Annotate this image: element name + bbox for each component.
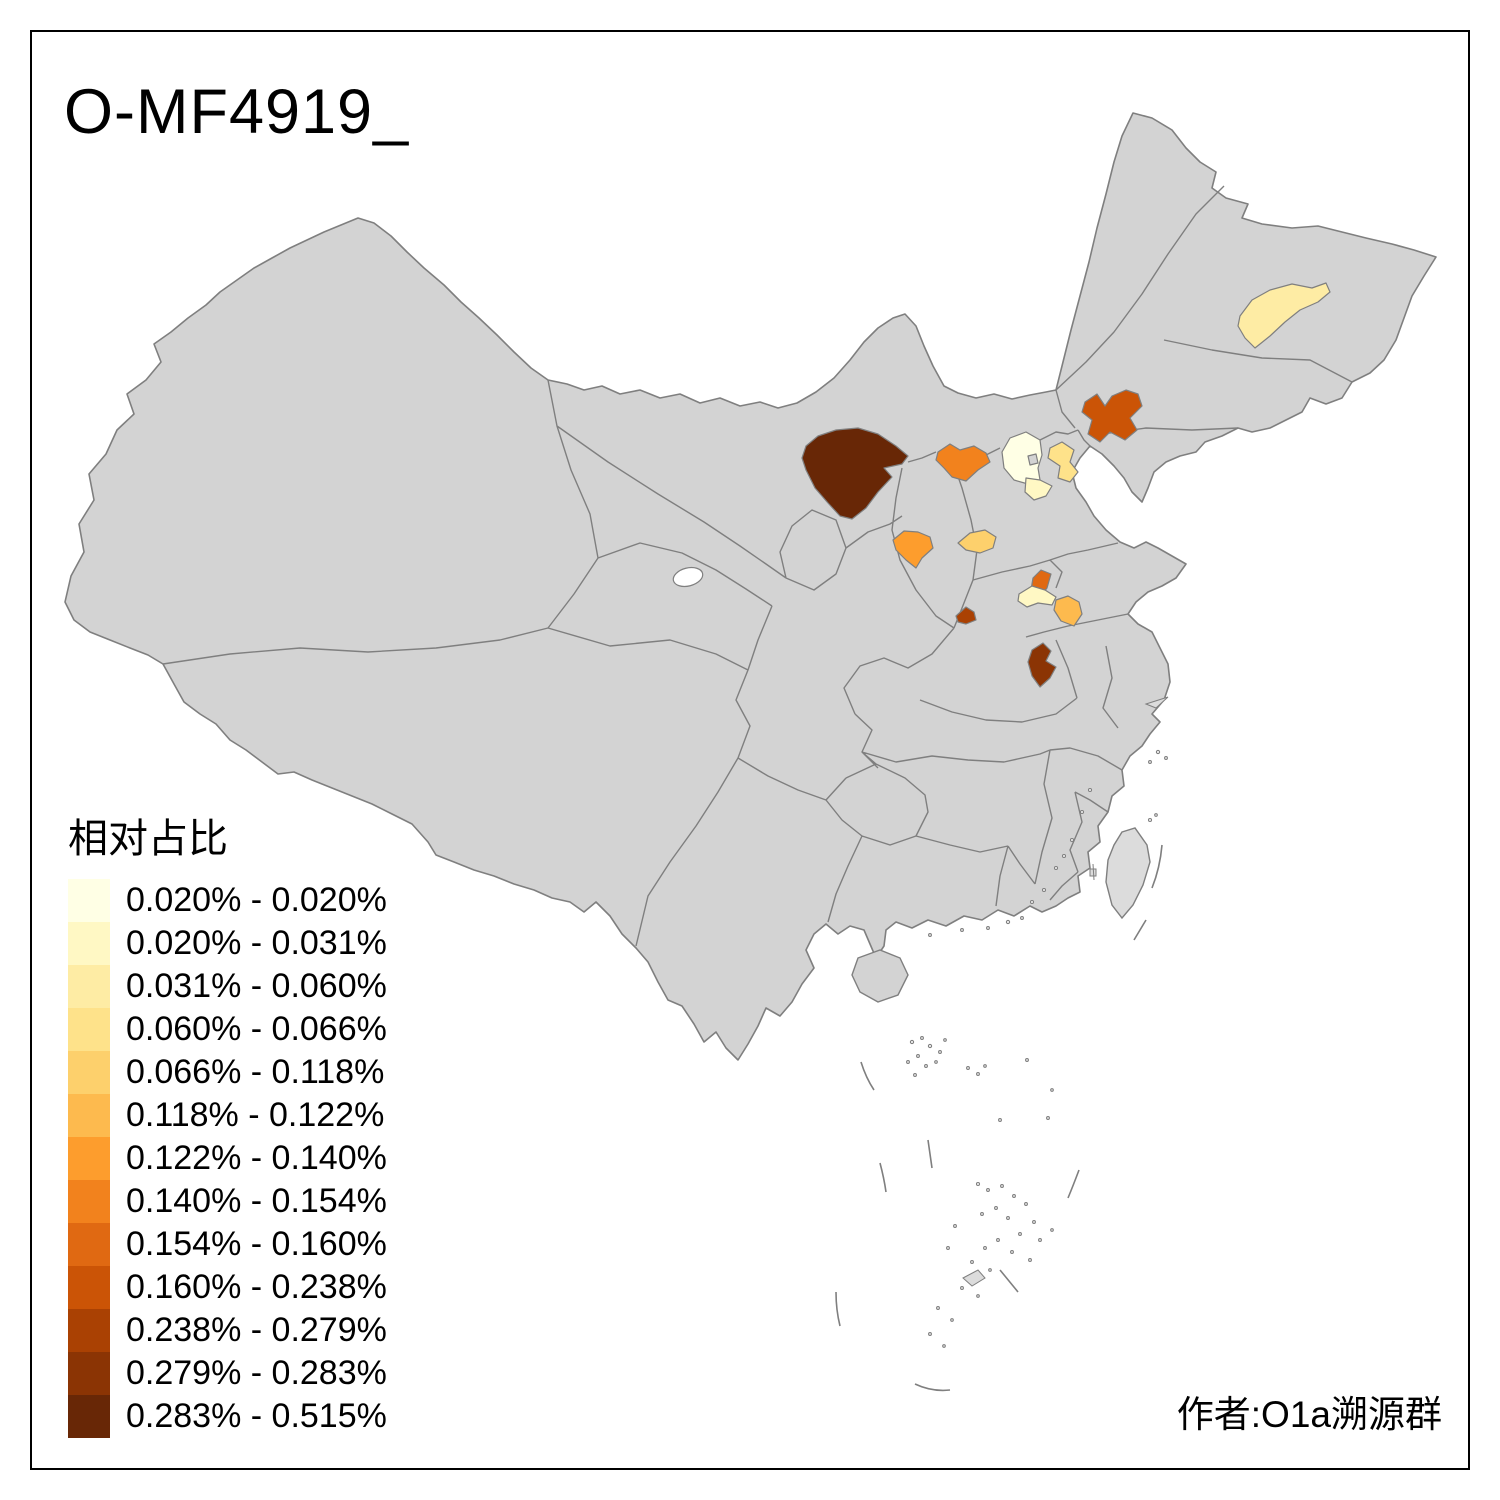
- legend-swatch: [68, 1309, 110, 1352]
- legend-swatch: [68, 1008, 110, 1051]
- region-beijing: [1001, 431, 1043, 485]
- legend-label: 0.283% - 0.515%: [126, 1397, 387, 1435]
- region-north-shanxi: [935, 443, 991, 482]
- legend-row: 0.031% - 0.060%: [68, 965, 387, 1008]
- region-beijing-inner-district: [1027, 453, 1039, 466]
- legend-swatch: [68, 1137, 110, 1180]
- legend-label: 0.160% - 0.238%: [126, 1268, 387, 1306]
- legend-row: 0.238% - 0.279%: [68, 1309, 387, 1352]
- region-west-liaoning: [1081, 389, 1143, 443]
- legend-row: 0.020% - 0.020%: [68, 879, 387, 922]
- region-southwest-shandong: [1053, 595, 1083, 627]
- attribution-text: 作者:O1a溯源群: [1176, 1394, 1442, 1435]
- legend-swatch: [68, 1094, 110, 1137]
- legend-swatch: [68, 922, 110, 965]
- sea-boundary-dashes: [835, 844, 1163, 1392]
- legend-swatch: [68, 965, 110, 1008]
- mainland-china-shape: [64, 112, 1437, 1061]
- legend-label: 0.122% - 0.140%: [126, 1139, 387, 1177]
- legend-label: 0.238% - 0.279%: [126, 1311, 387, 1349]
- page-title: O-MF4919_: [64, 77, 410, 147]
- legend-row: 0.283% - 0.515%: [68, 1395, 387, 1438]
- legend-row: 0.060% - 0.066%: [68, 1008, 387, 1051]
- legend-swatch: [68, 1266, 110, 1309]
- legend-label: 0.279% - 0.283%: [126, 1354, 387, 1392]
- qinghai-lake: [672, 566, 704, 588]
- legend-row: 0.066% - 0.118%: [68, 1051, 387, 1094]
- legend-label: 0.020% - 0.020%: [126, 881, 387, 919]
- region-central-heilongjiang: [1237, 282, 1331, 349]
- legend-swatch: [68, 1395, 110, 1438]
- region-west-shanxi: [892, 530, 934, 569]
- choropleth-regions: [801, 282, 1331, 688]
- region-central-hebei: [957, 529, 997, 554]
- legend-label: 0.020% - 0.031%: [126, 924, 387, 962]
- legend-row: 0.118% - 0.122%: [68, 1094, 387, 1137]
- hainan-island: [851, 949, 909, 1003]
- region-south-of-beijing: [1024, 477, 1053, 501]
- legend-row: 0.020% - 0.031%: [68, 922, 387, 965]
- legend-swatch: [68, 879, 110, 922]
- legend-label: 0.154% - 0.160%: [126, 1225, 387, 1263]
- region-tianjin: [1047, 441, 1079, 483]
- legend-label: 0.118% - 0.122%: [126, 1096, 385, 1134]
- region-north-henan-band: [1017, 585, 1057, 608]
- spratly-reef-island: [962, 1269, 986, 1287]
- penghu-islands: [1089, 863, 1097, 881]
- province-boundaries: [162, 185, 1353, 947]
- legend-swatch: [68, 1352, 110, 1395]
- chongming-island: [1144, 696, 1169, 709]
- region-ordos-inner-mongolia: [801, 427, 909, 520]
- legend-label: 0.060% - 0.066%: [126, 1010, 387, 1048]
- legend-label: 0.066% - 0.118%: [126, 1053, 385, 1091]
- taiwan-island: [1105, 827, 1151, 920]
- legend-swatch: [68, 1223, 110, 1266]
- legend-row: 0.154% - 0.160%: [68, 1223, 387, 1266]
- legend-row: 0.160% - 0.238%: [68, 1266, 387, 1309]
- legend-row: 0.279% - 0.283%: [68, 1352, 387, 1395]
- region-southwest-shanxi: [955, 606, 977, 625]
- legend-label: 0.140% - 0.154%: [126, 1182, 387, 1220]
- legend-label: 0.031% - 0.060%: [126, 967, 387, 1005]
- legend-swatch: [68, 1051, 110, 1094]
- region-east-central-henan: [1027, 642, 1057, 688]
- legend-row: 0.122% - 0.140%: [68, 1137, 387, 1180]
- legend-swatch: [68, 1180, 110, 1223]
- legend-title: 相对占比: [68, 817, 228, 861]
- legend: 相对占比 0.020% - 0.020% 0.020% - 0.031% 0.0…: [68, 816, 387, 1438]
- legend-row: 0.140% - 0.154%: [68, 1180, 387, 1223]
- small-islands: [906, 749, 1168, 1348]
